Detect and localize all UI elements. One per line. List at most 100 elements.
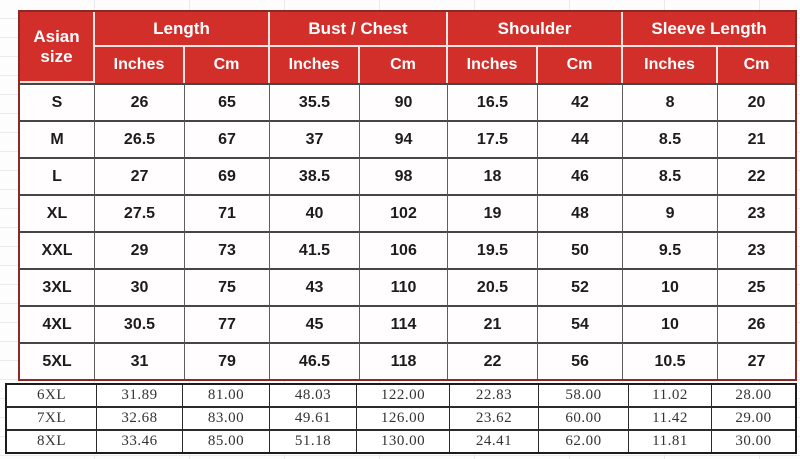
cell-value: 9 bbox=[623, 194, 719, 231]
cell-value: 31.89 bbox=[97, 385, 183, 406]
cell-value: 10 bbox=[623, 305, 719, 342]
table-row-7xl: 7XL 32.68 83.00 49.61 126.00 23.62 60.00… bbox=[7, 406, 795, 429]
cell-value: 62.00 bbox=[539, 429, 629, 452]
cell-value: 23 bbox=[718, 231, 796, 268]
cell-value: 27.5 bbox=[95, 194, 185, 231]
cell-value: 46 bbox=[538, 157, 624, 194]
unit-header-inches: Inches bbox=[623, 47, 719, 83]
cell-value: 46.5 bbox=[270, 342, 360, 379]
cell-value: 30.00 bbox=[712, 429, 795, 452]
cell-value: 11.81 bbox=[629, 429, 712, 452]
cell-value: 21 bbox=[448, 305, 538, 342]
table-row-6xl: 6XL 31.89 81.00 48.03 122.00 22.83 58.00… bbox=[7, 385, 795, 406]
cell-value: 42 bbox=[538, 83, 624, 120]
unit-header-cm: Cm bbox=[538, 47, 624, 83]
cell-value: 126.00 bbox=[357, 406, 450, 429]
cell-value: 32.68 bbox=[97, 406, 183, 429]
cell-value: 38.5 bbox=[270, 157, 360, 194]
cell-value: 8 bbox=[623, 83, 719, 120]
table-row-m: M 26.5 67 37 94 17.5 44 8.5 21 bbox=[20, 120, 796, 157]
cell-value: 33.46 bbox=[97, 429, 183, 452]
size-label: 8XL bbox=[7, 429, 97, 452]
cell-value: 50 bbox=[538, 231, 624, 268]
cell-value: 16.5 bbox=[448, 83, 538, 120]
cell-value: 22 bbox=[718, 157, 796, 194]
unit-header-inches: Inches bbox=[270, 47, 360, 83]
cell-value: 26 bbox=[95, 83, 185, 120]
cell-value: 19.5 bbox=[448, 231, 538, 268]
cell-value: 49.61 bbox=[270, 406, 357, 429]
unit-header-cm: Cm bbox=[360, 47, 448, 83]
cell-value: 45 bbox=[270, 305, 360, 342]
cell-value: 8.5 bbox=[623, 157, 719, 194]
cell-value: 29.00 bbox=[712, 406, 795, 429]
cell-value: 10 bbox=[623, 268, 719, 305]
cell-value: 98 bbox=[360, 157, 448, 194]
cell-value: 11.42 bbox=[629, 406, 712, 429]
cell-value: 58.00 bbox=[539, 385, 629, 406]
cell-value: 18 bbox=[448, 157, 538, 194]
unit-header-cm: Cm bbox=[718, 47, 796, 83]
cell-value: 81.00 bbox=[183, 385, 270, 406]
cell-value: 11.02 bbox=[629, 385, 712, 406]
cell-value: 60.00 bbox=[539, 406, 629, 429]
table-row-4xl: 4XL 30.5 77 45 114 21 54 10 26 bbox=[20, 305, 796, 342]
cell-value: 41.5 bbox=[270, 231, 360, 268]
cell-value: 30 bbox=[95, 268, 185, 305]
unit-header-inches: Inches bbox=[95, 47, 185, 83]
cell-value: 48 bbox=[538, 194, 624, 231]
cell-value: 51.18 bbox=[270, 429, 357, 452]
table-row-s: S 26 65 35.5 90 16.5 42 8 20 bbox=[20, 83, 796, 120]
col-header-sleeve-length: Sleeve Length bbox=[623, 12, 796, 47]
extended-size-table: 6XL 31.89 81.00 48.03 122.00 22.83 58.00… bbox=[5, 383, 797, 454]
cell-value: 122.00 bbox=[357, 385, 450, 406]
cell-value: 65 bbox=[185, 83, 270, 120]
size-label: XL bbox=[20, 194, 95, 231]
cell-value: 114 bbox=[360, 305, 448, 342]
table-row-xxl: XXL 29 73 41.5 106 19.5 50 9.5 23 bbox=[20, 231, 796, 268]
col-header-length: Length bbox=[95, 12, 270, 47]
cell-value: 24.41 bbox=[450, 429, 539, 452]
cell-value: 27 bbox=[95, 157, 185, 194]
cell-value: 85.00 bbox=[183, 429, 270, 452]
cell-value: 94 bbox=[360, 120, 448, 157]
cell-value: 23.62 bbox=[450, 406, 539, 429]
cell-value: 20 bbox=[718, 83, 796, 120]
cell-value: 28.00 bbox=[712, 385, 795, 406]
cell-value: 44 bbox=[538, 120, 624, 157]
table-row-8xl: 8XL 33.46 85.00 51.18 130.00 24.41 62.00… bbox=[7, 429, 795, 452]
cell-value: 19 bbox=[448, 194, 538, 231]
size-label: M bbox=[20, 120, 95, 157]
size-label: S bbox=[20, 83, 95, 120]
cell-value: 8.5 bbox=[623, 120, 719, 157]
unit-header-row: Inches Cm Inches Cm Inches Cm Inches Cm bbox=[20, 47, 796, 83]
cell-value: 20.5 bbox=[448, 268, 538, 305]
size-label: 4XL bbox=[20, 305, 95, 342]
cell-value: 30.5 bbox=[95, 305, 185, 342]
cell-value: 25 bbox=[718, 268, 796, 305]
cell-value: 37 bbox=[270, 120, 360, 157]
unit-header-cm: Cm bbox=[185, 47, 270, 83]
cell-value: 48.03 bbox=[270, 385, 357, 406]
cell-value: 35.5 bbox=[270, 83, 360, 120]
cell-value: 90 bbox=[360, 83, 448, 120]
size-label: 7XL bbox=[7, 406, 97, 429]
cell-value: 106 bbox=[360, 231, 448, 268]
cell-value: 73 bbox=[185, 231, 270, 268]
table-row-5xl: 5XL 31 79 46.5 118 22 56 10.5 27 bbox=[20, 342, 796, 379]
cell-value: 10.5 bbox=[623, 342, 719, 379]
cell-value: 40 bbox=[270, 194, 360, 231]
cell-value: 56 bbox=[538, 342, 624, 379]
cell-value: 26 bbox=[718, 305, 796, 342]
corner-header-asian-size: Asian size bbox=[20, 12, 95, 83]
cell-value: 77 bbox=[185, 305, 270, 342]
cell-value: 27 bbox=[718, 342, 796, 379]
cell-value: 26.5 bbox=[95, 120, 185, 157]
cell-value: 102 bbox=[360, 194, 448, 231]
cell-value: 52 bbox=[538, 268, 624, 305]
cell-value: 67 bbox=[185, 120, 270, 157]
size-label: XXL bbox=[20, 231, 95, 268]
cell-value: 43 bbox=[270, 268, 360, 305]
size-label: 5XL bbox=[20, 342, 95, 379]
cell-value: 9.5 bbox=[623, 231, 719, 268]
